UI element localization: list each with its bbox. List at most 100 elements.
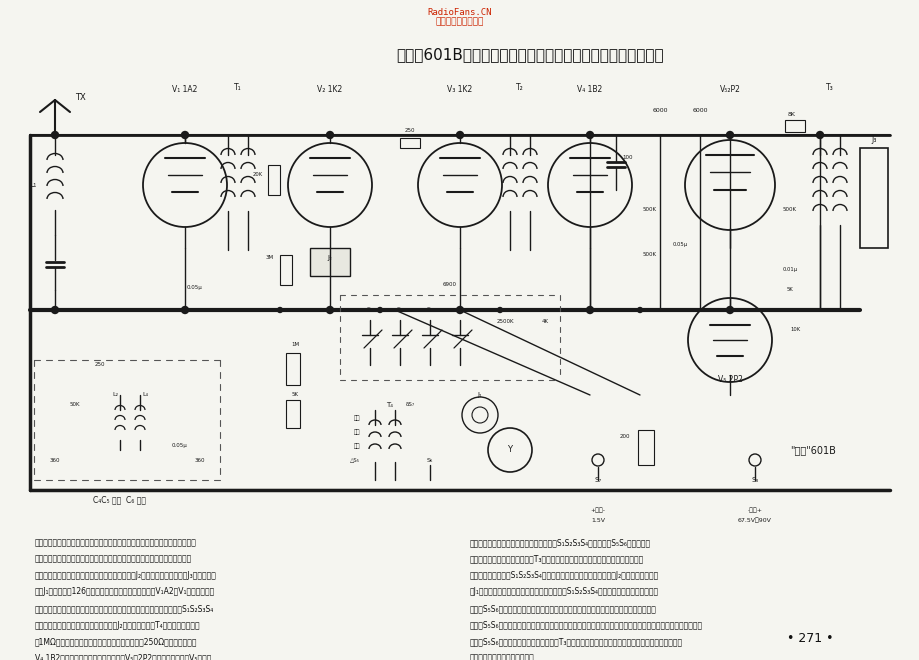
Text: T₄: T₄ [386,402,393,408]
Bar [784,120,804,132]
Circle shape [326,131,334,139]
Circle shape [51,131,59,139]
Circle shape [586,131,593,139]
Text: S₆: S₆ [426,457,433,463]
Bar [400,138,420,148]
Text: 6000: 6000 [691,108,707,112]
Text: 频开两频中频放大，第二中频放大局在收音时改在回路局低频放大，这时S₁S₂S₃S₄: 频开两频中频放大，第二中频放大局在收音时改在回路局低频放大，这时S₁S₂S₃S₄ [35,604,214,613]
Bar [310,248,349,276]
Circle shape [586,306,593,314]
Text: • 271 •: • 271 • [786,632,833,645]
Text: δS₇: δS₇ [405,403,414,407]
Bar [279,255,291,285]
Text: L₂: L₂ [112,393,118,397]
Bar [267,165,279,195]
Text: L₄: L₄ [142,393,148,397]
Text: 台扩音器，就可进行电话会议。: 台扩音器，就可进行电话会议。 [470,653,534,660]
Text: S₇: S₇ [594,477,601,483]
Text: V₃ 1K2: V₃ 1K2 [447,86,472,94]
Text: 【说明】本机可用于收音、小型会场扩音、对讲及电话会议，用于电池供电，机: 【说明】本机可用于收音、小型会场扩音、对讲及电话会议，用于电池供电，机 [35,538,197,547]
Circle shape [278,308,282,312]
Text: T₁: T₁ [234,84,242,92]
Text: 话，将S₅S₆拨至受方，机内扩音器即可由T₃的隔直输出端，这时可进行对讲话，若在外线上同时上多: 话，将S₅S₆拨至受方，机内扩音器即可由T₃的隔直输出端，这时可进行对讲话，若在… [470,637,683,646]
Text: T₂: T₂ [516,84,523,92]
Text: J₂: J₂ [327,255,332,261]
Text: S₈: S₈ [751,477,758,483]
Text: 入，将S₅S₆拨至扩音方，机内扩音器即可由外接音量可代动圆式传声器使用，收音方对讲: 入，将S₅S₆拨至扩音方，机内扩音器即可由外接音量可代动圆式传声器使用，收音方对… [470,604,656,613]
Text: 10K: 10K [789,327,800,333]
Text: 50K: 50K [70,403,80,407]
Text: V₁ 1A2: V₁ 1A2 [172,86,198,94]
Text: 入J₁，整个电路成为一台扩音机。用作对讲时，S₁S₂S₃S₄拨在扩音方，将外接扩音器录: 入J₁，整个电路成为一台扩音机。用作对讲时，S₁S₂S₃S₄拨在扩音方，将外接扩… [470,587,658,597]
Text: 360: 360 [50,457,60,463]
Bar [859,148,887,248]
Text: 100: 100 [622,156,632,160]
Text: 按之固相，这样可有一小使情。在收音时，S₁S₂S₃S₄拨在受方，S₅S₆拨在受方，: 按之固相，这样可有一小使情。在收音时，S₁S₂S₃S₄拨在受方，S₅S₆拨在受方… [470,538,651,547]
Text: +甲电-: +甲电- [590,507,605,513]
Text: 200: 200 [618,434,630,440]
Text: 5K: 5K [786,288,792,292]
Text: 口（J₁）。机内据126帖米波段拼音扩音一只。收幅式以V₁A2（V₁）拡大定，更: 口（J₁）。机内据126帖米波段拼音扩音一只。收幅式以V₁A2（V₁）拡大定，更 [35,587,215,597]
Text: 这时机内扩音器接在输出变压器T₃的隔直扩音器轸上，整个电路成为正常的中波外外: 这时机内扩音器接在输出变压器T₃的隔直扩音器轸上，整个电路成为正常的中波外外 [470,554,643,564]
Text: 6000: 6000 [652,108,667,112]
Circle shape [181,306,188,314]
Circle shape [726,131,732,139]
Text: J₃: J₃ [870,135,876,145]
Text: 电波牌601B型直流六管四用机　（原江苏泰州无线电厂产品）: 电波牌601B型直流六管四用机 （原江苏泰州无线电厂产品） [396,48,664,63]
Text: -乙电+: -乙电+ [746,507,762,513]
Text: 250: 250 [404,127,414,133]
Text: 送话: 送话 [353,415,359,421]
Circle shape [456,131,463,139]
Text: V₄ 1B2组成两樱模拟和低频电压放大，V₅（2P2）负资功放大，由V₅的信号: V₄ 1B2组成两樱模拟和低频电压放大，V₅（2P2）负资功放大，由V₅的信号 [35,653,211,660]
Text: 电源: 电源 [353,444,359,449]
Text: 360: 360 [195,457,205,463]
Circle shape [326,306,334,314]
Text: C₄C₅ 波段  C₆ 整变: C₄C₅ 波段 C₆ 整变 [94,496,146,504]
Text: V₅ 2P2: V₅ 2P2 [717,376,742,385]
Circle shape [377,308,382,312]
Text: S₁: S₁ [367,308,373,312]
Text: RadioFans.CN: RadioFans.CN [427,8,492,17]
Text: 收音机。在扩音时，S₁S₂S₃S₄拨在扩音方，将传声器或拾音器接入J₂，将外接扩音器接: 收音机。在扩音时，S₁S₂S₃S₄拨在扩音方，将传声器或拾音器接入J₂，将外接扩… [470,571,659,580]
Text: 入1MΩ电阻，以降低信号电平，在屏蔽线路中加入250Ω电阻，作为负资: 入1MΩ电阻，以降低信号电平，在屏蔽线路中加入250Ω电阻，作为负资 [35,637,198,646]
Text: 联，将S₅S₆拨至受方，机内扩音器即可由外接音量可代动圆式传声器使用，作行动式传声器使用，当作对讲方讲: 联，将S₅S₆拨至受方，机内扩音器即可由外接音量可代动圆式传声器使用，作行动式传… [470,620,702,630]
Text: 250: 250 [95,362,105,368]
Text: V₄ 1B2: V₄ 1B2 [577,86,602,94]
Bar [286,353,300,385]
Text: V₂ 1K2: V₂ 1K2 [317,86,342,94]
Text: J₁: J₁ [477,392,482,398]
Text: S₄: S₄ [457,308,462,312]
Circle shape [816,131,823,139]
Text: 谐，音量控制及电源开关。机底后有传声器接口（J₂），外接扩音器接口（J₃）及电话接: 谐，音量控制及电源开关。机底后有传声器接口（J₂），外接扩音器接口（J₃）及电话… [35,571,217,580]
Text: TX: TX [75,92,85,102]
Text: 0.01μ: 0.01μ [781,267,797,273]
Text: 0.05μ: 0.05μ [172,442,187,447]
Circle shape [637,308,641,312]
Text: 500K: 500K [642,207,656,213]
Text: 3M: 3M [266,255,274,261]
Circle shape [181,131,188,139]
Text: L₁: L₁ [29,180,37,189]
Text: T₃: T₃ [825,84,833,92]
Text: 面有控制旋钒四个，自左至右为收幅式内配开关、收音鄱广开关，电台频率调: 面有控制旋钒四个，自左至右为收幅式内配开关、收音鄱广开关，电台频率调 [35,554,192,564]
Text: 1M: 1M [290,343,299,348]
Circle shape [497,308,502,312]
Text: 受话: 受话 [353,429,359,435]
Circle shape [726,306,732,314]
Bar [637,430,653,465]
Text: S₃: S₃ [426,308,433,312]
Text: 6900: 6900 [443,282,457,288]
Text: 5K: 5K [291,393,298,397]
Text: "电波"601B: "电波"601B [789,445,835,455]
Text: 0.05μ: 0.05μ [187,286,203,290]
Text: 20K: 20K [253,172,263,178]
Text: 拨至右边，本机输入端传声器（输入接口J₂）或输入变压器T₄，信号经线路中加: 拨至右边，本机输入端传声器（输入接口J₂）或输入变压器T₄，信号经线路中加 [35,620,200,630]
Text: Y: Y [507,446,512,455]
Text: △S₅: △S₅ [349,457,359,463]
Text: 0.05μ: 0.05μ [672,242,686,248]
Text: 67.5V～90V: 67.5V～90V [737,517,771,523]
Text: 8K: 8K [788,112,795,117]
Text: 500K: 500K [782,207,796,213]
Circle shape [456,306,463,314]
Text: 1.5V: 1.5V [590,517,605,523]
